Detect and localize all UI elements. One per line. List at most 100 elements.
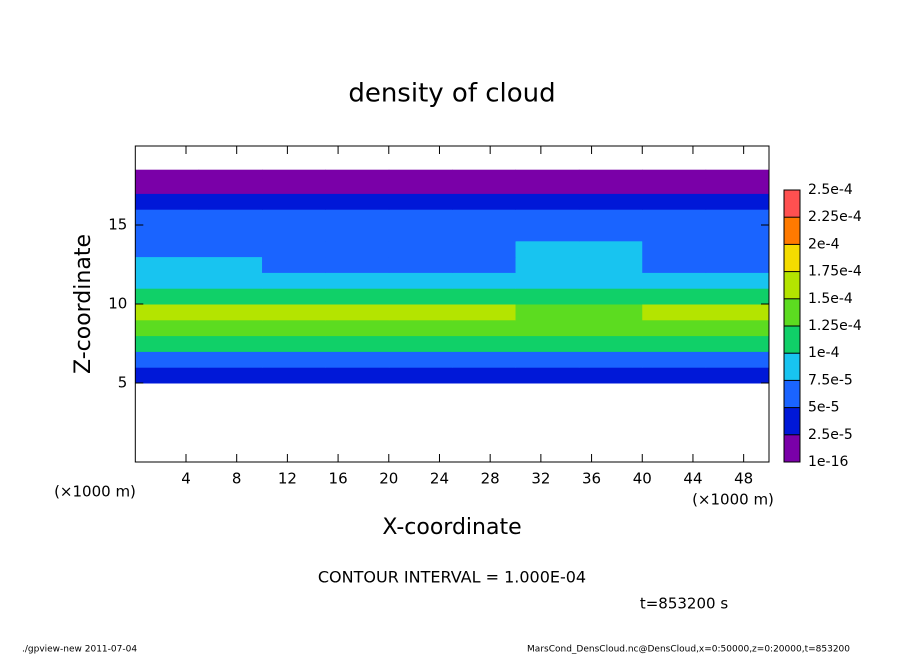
y-tick-label: 10 [108,295,127,313]
heat-cell [642,209,707,226]
heat-cell [515,225,580,242]
x-tick-label: 4 [181,470,191,488]
heat-cell [515,209,580,226]
x-tick-label: 8 [232,470,242,488]
heat-cell [198,177,263,194]
heat-cell [515,319,580,337]
heat-cell [452,225,517,242]
footer-left: ./gpview-new 2011-07-04 [22,645,137,655]
heat-cell [325,240,390,258]
x-tick-label: 20 [379,470,398,488]
heat-cell [135,240,200,258]
heat-cell [705,319,770,337]
heat-cell [262,240,326,258]
heat-cell [642,240,707,258]
colorbar-segment [784,326,800,354]
heat-cell [705,335,770,352]
heat-cell [642,193,707,210]
heat-cell [135,272,200,289]
heat-cell [325,367,390,384]
heat-cell [198,335,263,352]
heat-cell [642,272,707,289]
heat-cell [578,367,643,384]
heat-cell [515,169,580,179]
colorbar-label: 1e-16 [808,454,848,470]
heat-cell [705,304,770,321]
heat-cell [452,351,517,368]
heat-cell [642,225,707,242]
x-tick-label: 44 [683,470,702,488]
heat-cell [578,169,643,179]
heat-cell [198,225,263,242]
colorbar-segment [784,244,800,272]
heat-cell [642,351,707,368]
contour-note: CONTOUR INTERVAL = 1.000E-04 [318,568,586,587]
heat-cell [705,177,770,194]
heat-cell [325,351,390,368]
colorbar-label: 2e-4 [808,236,840,252]
heat-cell [388,240,453,258]
heat-cell [388,351,453,368]
heat-cell [515,240,580,258]
heat-cell [262,209,326,226]
heat-cell [642,304,707,321]
heat-cell [198,272,263,289]
heat-cell [135,351,200,368]
heat-cell [325,225,390,242]
heat-cell [325,288,390,305]
heat-cell [642,256,707,273]
heat-cell [642,288,707,305]
heat-cell [642,177,707,194]
heat-cell [135,256,200,273]
heat-cell [452,193,517,210]
heat-cell [578,304,643,321]
heat-cell [135,335,200,352]
heat-cell [262,351,326,368]
heat-cell [262,304,326,321]
heat-cell [388,169,453,179]
colorbar-segment [784,380,800,408]
heat-cell [388,288,453,305]
time-note: t=853200 s [640,595,728,613]
colorbar-segment [784,217,800,245]
heat-cell [578,209,643,226]
heat-cell [515,288,580,305]
heat-cell [705,225,770,242]
y-axis-label: Z-coordinate [71,234,96,374]
heat-cell [452,288,517,305]
heat-cell [135,225,200,242]
x-unit: (×1000 m) [692,491,774,509]
chart-title: density of cloud [348,79,555,109]
heat-cell [642,169,707,179]
heat-cell [262,367,326,384]
y-tick-label: 5 [118,374,128,392]
heat-cell [135,319,200,337]
heat-cell [452,367,517,384]
heat-cell [325,177,390,194]
heat-cell [515,272,580,289]
heat-cell [452,177,517,194]
heat-cell [262,288,326,305]
heat-cell [198,193,263,210]
colorbar-segment [784,271,800,299]
heat-cell [452,319,517,337]
heat-cell [578,335,643,352]
heat-cell [198,319,263,337]
heat-cell [452,209,517,226]
heat-cell [578,193,643,210]
colorbar-label: 1.5e-4 [808,291,853,307]
heat-cell [578,319,643,337]
heat-cell [578,351,643,368]
heat-cell [578,272,643,289]
heat-cell [135,193,200,210]
y-tick-label: 15 [108,216,127,234]
heat-cell [135,177,200,194]
heat-cell [198,256,263,273]
y-unit: (×1000 m) [54,483,136,501]
heat-cell [198,288,263,305]
heat-cell [262,272,326,289]
heat-cell [515,304,580,321]
colorbar-label: 7.5e-5 [808,372,853,388]
heat-cell [642,319,707,337]
colorbar-label: 1e-4 [808,345,840,361]
